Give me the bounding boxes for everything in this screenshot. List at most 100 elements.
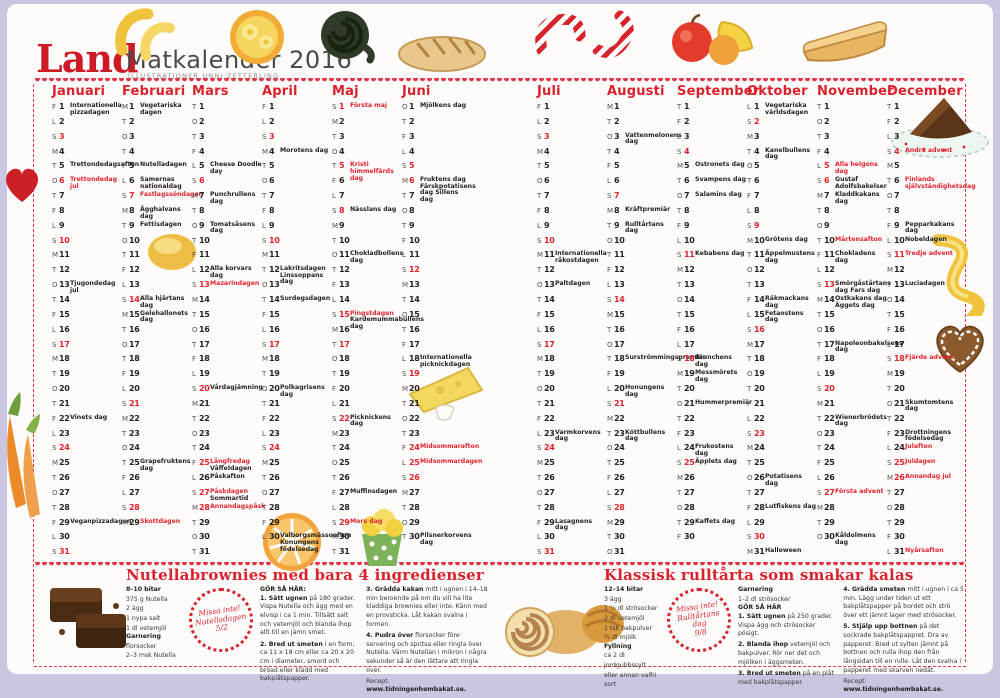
weekday-letter: L [332,192,336,201]
day-number: 15 [59,309,70,319]
day-label: Räkmackans dag [765,294,809,309]
day-number: 9 [199,220,205,230]
day-number: 23 [544,428,555,438]
day-number: 6 [894,176,900,186]
day-number: 1 [894,102,900,111]
day-label: Andra advent [905,146,953,154]
day-number: 18 [544,354,555,364]
calendar-day: S 8 Nässlans dag [332,206,398,221]
day-label: Fastlagssöndagen [140,191,204,199]
day-number: 3 [754,131,760,141]
day-label: Potatisens dag [765,473,802,487]
calendar-day: T 24 [192,443,258,458]
weekday-letter: O [607,548,613,557]
weekday-letter: T [747,355,752,364]
day-number: 7 [339,191,345,201]
weekday-letter: F [122,370,127,379]
day-label: Gelehallonets dag [140,309,188,324]
day-number: 23 [894,428,905,438]
calendar-day: T 29 [887,518,963,533]
calendar-day: M16 [332,325,398,340]
day-number: 10 [199,235,210,245]
day-number: 10 [754,235,765,245]
weekday-letter: M [332,221,339,230]
day-number: 1 [409,102,415,111]
day-number: 29 [409,517,420,527]
calendar-day: T 12 [332,265,398,280]
weekday-letter: T [607,147,612,156]
weekday-letter: T [887,385,892,394]
weekday-letter: O [332,251,338,260]
day-number: 2 [199,116,205,126]
weekday-letter: M [192,503,199,512]
weekday-letter: T [537,474,542,483]
weekday-letter: F [887,533,892,542]
day-label: Smörgåstårtans dag Fars dag [835,280,891,294]
weekday-letter: S [537,132,542,141]
weekday-letter: L [817,162,821,171]
steps-column-2: 4. Grädda smeten mitt i ugnen i ca 5 min… [843,586,966,698]
day-label: Midsommarafton [420,443,480,451]
day-number: 30 [269,532,280,542]
day-number: 26 [894,473,905,483]
weekday-letter: T [677,206,682,215]
month-mars: Mars T 1 O2 T 3 F 4 L 5 Cheese Doodle day S 6 M7 Punch… [192,84,265,562]
weekday-letter: L [262,221,266,230]
day-number: 26 [129,473,140,483]
weekday-letter: L [402,459,406,468]
day-number: 7 [129,191,135,201]
day-number: 6 [754,176,760,186]
weekday-letter: T [747,147,752,156]
weekday-letter: O [122,444,128,453]
day-label: Kladdkakans dag [835,191,880,205]
weekday-letter: T [887,310,892,319]
weekday-letter: L [192,370,196,379]
day-number: 16 [409,324,420,334]
day-number: 9 [684,220,690,230]
weekday-letter: T [607,429,612,438]
calendar-day: S 21 [607,399,673,414]
day-number: 25 [824,458,835,468]
weekday-letter: F [402,132,407,141]
weekday-letter: S [747,325,752,334]
calendar-day: O13Paltdagen [537,280,603,295]
weekday-letter: O [677,192,683,201]
weekday-letter: O [402,518,408,527]
dashed-edge-left [33,84,34,662]
day-label: Pingstdagen Kardemummabullens dag [350,309,424,330]
day-number: 12 [894,265,905,275]
weekday-letter: O [402,206,408,215]
calendar-day: T 21 [537,399,603,414]
day-number: 18 [754,354,765,364]
weekday-letter: L [192,474,196,483]
weekday-letter: S [747,429,752,438]
illustrator-credit: ILLUSTRATIONER UNNI ZETTERLING [128,72,280,80]
weekday-letter: F [747,399,752,408]
day-number: 10 [409,235,420,245]
day-number: 2 [544,116,550,126]
calendar-day: T 10 [192,236,258,251]
weekday-letter: L [607,385,611,394]
day-number: 11 [544,250,555,260]
day-number: 28 [59,502,70,512]
day-number: 10 [894,235,905,245]
weekday-letter: F [537,518,542,527]
calendar-day: M27 [402,488,468,503]
day-number: 7 [824,191,830,201]
weekday-letter: L [52,429,56,438]
day-number: 20 [269,384,280,394]
weekday-letter: F [192,459,197,468]
day-number: 11 [684,250,695,260]
calendar-day: L 12 [817,265,883,280]
calendar-day: L 25Midsommardagen [402,458,482,473]
calendar-day: O19 [747,369,813,384]
day-number: 16 [339,324,350,334]
calendar-day: T 20 [747,384,813,399]
calendar-day: T 21 [262,399,328,414]
day-number: 26 [754,473,765,483]
